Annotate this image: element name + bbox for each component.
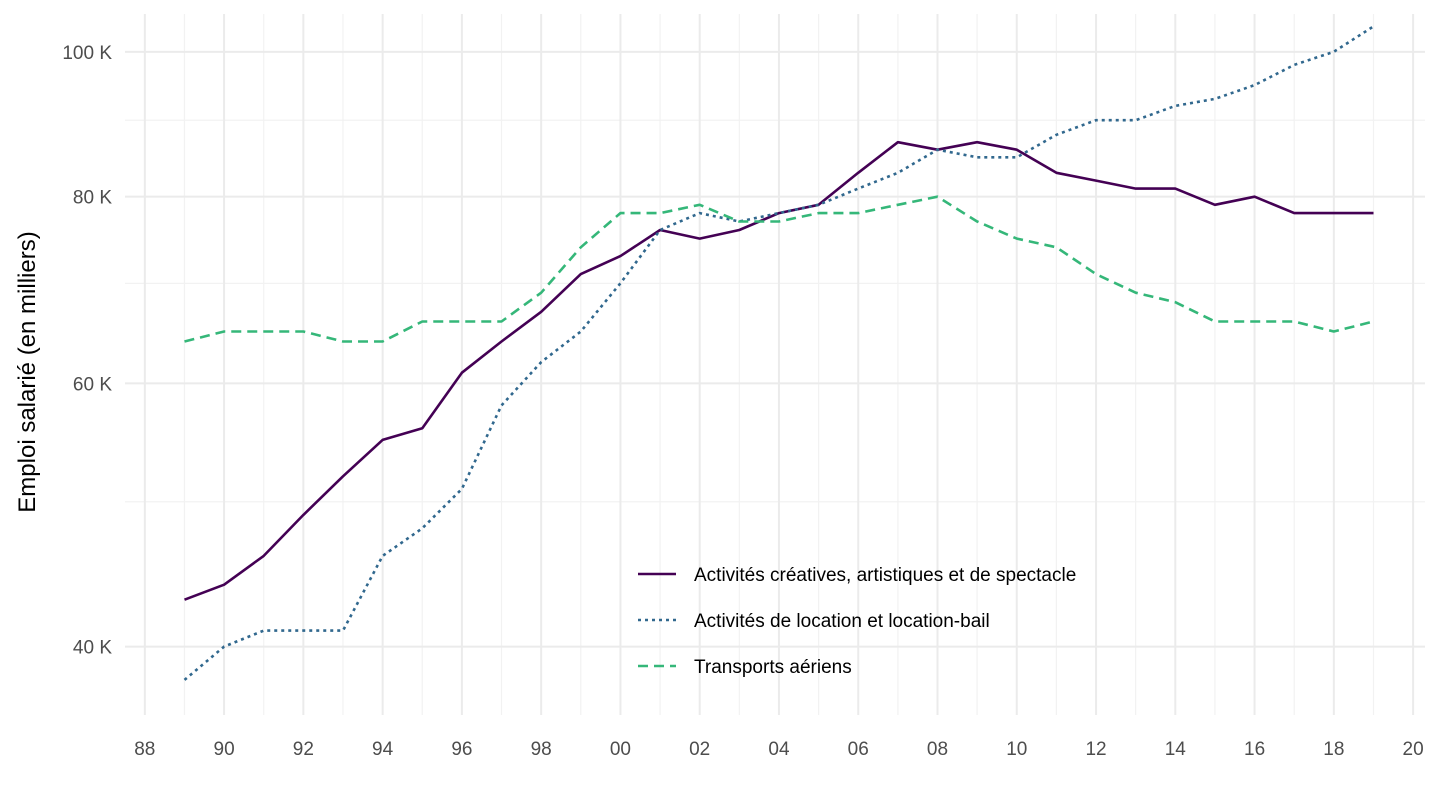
x-tick-label: 04 xyxy=(768,739,790,760)
legend-label-2: Activités de location et location-bail xyxy=(694,611,990,632)
legend: Activités créatives, artistiques et de s… xyxy=(638,565,1076,678)
x-tick-label: 12 xyxy=(1085,739,1106,760)
x-tick-label: 16 xyxy=(1244,739,1265,760)
y-tick-label: 100 K xyxy=(62,43,112,64)
x-tick-label: 10 xyxy=(1006,739,1027,760)
x-tick-label: 90 xyxy=(214,739,235,760)
x-tick-label: 20 xyxy=(1403,739,1424,760)
x-tick-label: 06 xyxy=(848,739,869,760)
y-axis-title: Emploi salarié (en milliers) xyxy=(14,231,41,512)
x-tick-label: 02 xyxy=(689,739,710,760)
x-tick-label: 92 xyxy=(293,739,314,760)
series-lines xyxy=(183,25,1375,681)
major-gridlines xyxy=(125,14,1425,715)
y-tick-label: 60 K xyxy=(73,374,112,395)
x-axis-tick-labels: 88 90 92 94 96 98 00 02 04 06 08 10 12 14 16 18 20 xyxy=(134,739,1423,760)
x-tick-label: 88 xyxy=(134,739,155,760)
y-tick-label: 80 K xyxy=(73,188,112,209)
legend-label-3: Transports aériens xyxy=(694,657,852,678)
x-tick-label: 14 xyxy=(1165,739,1187,760)
x-tick-label: 08 xyxy=(927,739,948,760)
x-tick-label: 18 xyxy=(1323,739,1344,760)
x-tick-label: 96 xyxy=(451,739,472,760)
y-tick-label: 40 K xyxy=(73,638,112,659)
series-line-3 xyxy=(184,195,1374,343)
x-tick-label: 94 xyxy=(372,739,394,760)
x-tick-label: 00 xyxy=(610,739,631,760)
x-tick-label: 98 xyxy=(531,739,552,760)
legend-label-1: Activités créatives, artistiques et de s… xyxy=(694,565,1076,586)
minor-gridlines xyxy=(125,14,1425,715)
series-line-1 xyxy=(184,140,1374,601)
y-axis-tick-labels: 40 K 60 K 80 K 100 K xyxy=(62,43,112,659)
